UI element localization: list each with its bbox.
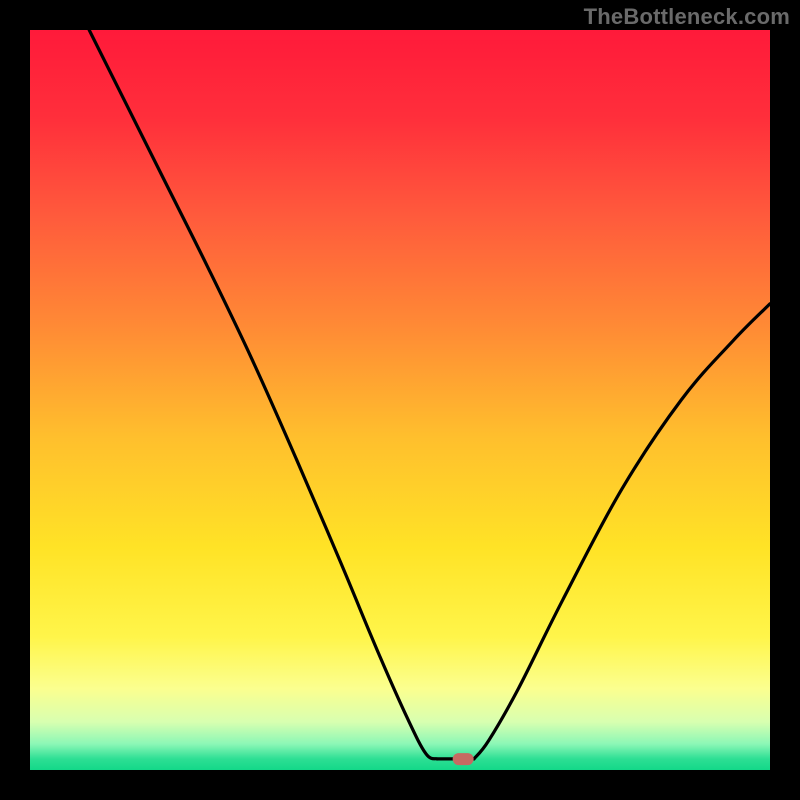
- plot-area: [30, 30, 770, 770]
- valley-marker: [453, 753, 474, 765]
- chart-frame: TheBottleneck.com: [0, 0, 800, 800]
- bottleneck-curve: [30, 30, 770, 770]
- watermark-text: TheBottleneck.com: [584, 4, 790, 30]
